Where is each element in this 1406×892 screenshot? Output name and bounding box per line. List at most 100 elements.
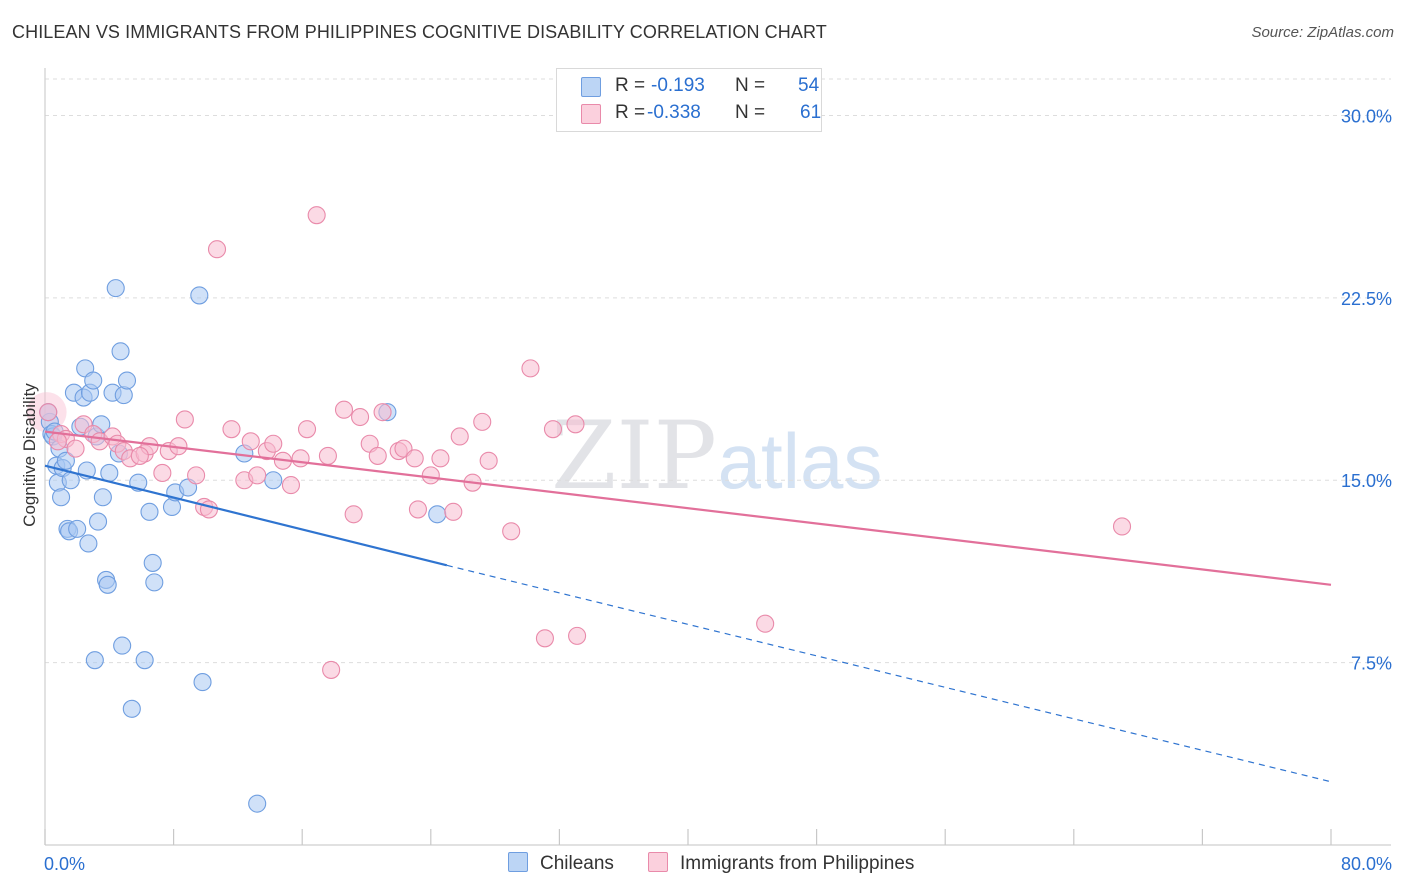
legend-r-label: R = (615, 75, 646, 96)
stats-legend: R = -0.193 N = 54 R = -0.338 N = 61 (556, 68, 822, 132)
data-point-philippines (222, 420, 241, 439)
legend-r-value: -0.338 (647, 102, 701, 123)
data-point-philippines (241, 432, 260, 451)
data-point-philippines (207, 240, 227, 259)
data-point-chileans (106, 279, 125, 298)
data-point-chileans (93, 488, 112, 507)
data-point-philippines (756, 614, 775, 633)
data-point-philippines (291, 449, 310, 468)
data-point-chileans (264, 471, 283, 490)
data-point-philippines (322, 660, 341, 679)
legend-n-label: N = (735, 75, 766, 96)
data-point-chileans (56, 451, 75, 470)
x-tick-label: 0.0% (44, 854, 85, 874)
data-point-chileans (114, 386, 133, 405)
trend-line-philippines (44, 430, 1332, 586)
legend-n-value: 61 (800, 102, 822, 123)
data-point-philippines (334, 400, 354, 419)
bottom-legend-label-chileans: Chileans (540, 853, 614, 874)
data-point-philippines (351, 407, 370, 427)
data-point-philippines (199, 500, 219, 519)
bottom-legend-philippines: Immigrants from Philippines (648, 852, 914, 875)
data-point-philippines (373, 403, 392, 422)
legend-r-value: -0.193 (651, 75, 705, 96)
data-point-chileans (79, 534, 98, 553)
data-point-philippines (264, 434, 283, 453)
data-point-philippines (450, 427, 469, 446)
data-point-philippines (408, 500, 427, 519)
source-label: Source: ZipAtlas.com (1251, 24, 1394, 41)
legend-swatch-philippines (581, 104, 601, 124)
data-point-chileans (85, 651, 104, 670)
data-point-chileans (122, 699, 141, 718)
tick-labels: 7.5% 15.0% 22.5% 30.0% 0.0% 80.0% (44, 106, 1392, 874)
trend-line-chileans (44, 464, 448, 567)
grid-lines (45, 78, 1391, 664)
data-point-philippines (307, 206, 326, 225)
data-point-chileans (84, 371, 103, 390)
data-point-philippines (297, 420, 317, 439)
data-point-chileans (140, 502, 159, 521)
data-point-philippines (368, 446, 387, 465)
legend-n-value: 54 (798, 75, 820, 96)
data-point-philippines (521, 359, 540, 378)
chart-title: CHILEAN VS IMMIGRANTS FROM PHILIPPINES C… (12, 22, 827, 42)
watermark-atlas: atlas (718, 417, 883, 505)
data-point-philippines (66, 439, 85, 458)
data-point-philippines (479, 451, 498, 470)
data-point-philippines (153, 463, 172, 482)
data-point-philippines (568, 626, 587, 645)
data-point-chileans (100, 463, 119, 482)
data-point-philippines (130, 446, 149, 465)
data-point-chileans (68, 519, 87, 538)
legend-n-label: N = (735, 102, 766, 123)
bottom-legend-label-philippines: Immigrants from Philippines (680, 853, 915, 874)
data-point-philippines (405, 449, 424, 468)
data-point-philippines (344, 505, 363, 524)
data-point-philippines (281, 476, 300, 495)
data-point-chileans (162, 497, 182, 517)
data-point-philippines (421, 466, 440, 485)
x-tick-label: 80.0% (1341, 854, 1392, 874)
data-point-philippines (1112, 517, 1132, 536)
data-point-philippines (502, 522, 521, 541)
data-point-philippines (187, 466, 206, 485)
axes (44, 68, 1391, 846)
data-point-philippines (318, 446, 337, 465)
bottom-legend-swatch-chileans (508, 852, 528, 872)
data-point-chileans (111, 342, 130, 361)
data-point-chileans (248, 794, 267, 813)
legend-swatch-chileans (581, 77, 601, 97)
data-point-chileans (135, 651, 154, 670)
y-tick-label: 30.0% (1341, 106, 1392, 126)
data-point-philippines (39, 403, 58, 422)
data-point-philippines (48, 432, 67, 451)
data-point-chileans (190, 286, 209, 305)
data-point-philippines (543, 420, 563, 439)
trend-lines (44, 430, 1332, 783)
y-tick-label: 7.5% (1351, 654, 1392, 674)
data-point-philippines (431, 449, 450, 468)
data-point-philippines (566, 415, 585, 434)
data-point-chileans (117, 371, 137, 390)
y-axis-label: Cognitive Disability (20, 383, 39, 527)
data-point-chileans (193, 673, 212, 692)
data-point-philippines (444, 502, 463, 521)
data-point-chileans (88, 512, 108, 531)
data-point-philippines (175, 410, 194, 429)
y-tick-label: 15.0% (1341, 471, 1392, 491)
data-point-philippines (473, 412, 492, 431)
data-point-chileans (113, 636, 132, 655)
data-point-chileans (143, 553, 162, 572)
bottom-legend-chileans: Chileans (508, 852, 614, 875)
data-point-philippines (535, 629, 554, 648)
data-point-chileans (428, 505, 447, 524)
trend-line-chileans-projection (446, 564, 1332, 783)
data-point-philippines (248, 466, 267, 485)
bottom-legend-swatch-philippines (648, 852, 668, 872)
data-point-chileans (52, 488, 71, 507)
y-tick-label: 22.5% (1341, 289, 1392, 309)
data-point-chileans (98, 575, 117, 594)
legend-r-label: R = (615, 102, 646, 123)
